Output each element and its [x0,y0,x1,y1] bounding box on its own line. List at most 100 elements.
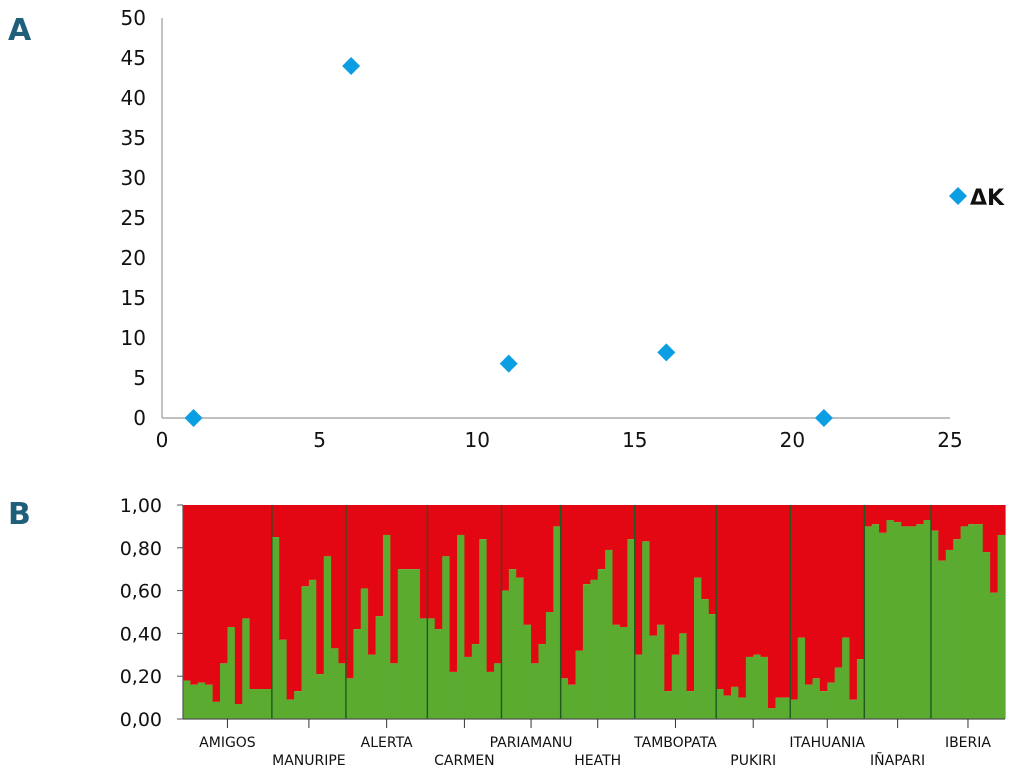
y-tick-label: 15 [121,286,146,310]
bar-lower-cluster [560,678,569,719]
legend-label-delta-k: ΔK [970,186,1005,211]
bar-upper-cluster [434,505,443,630]
bar-lower-cluster [842,637,851,719]
bar-lower-cluster [353,629,362,719]
bar-lower-cluster [930,530,939,719]
data-point [184,409,203,427]
bar-upper-cluster [760,505,769,657]
bar-upper-cluster [227,505,236,627]
bar-upper-cluster [827,505,836,683]
bar-upper-cluster [286,505,295,700]
y-tick-label: 45 [121,46,146,70]
bar-lower-cluster [753,654,762,719]
bar-upper-cluster [745,505,754,657]
bar-lower-cluster [619,626,628,719]
y-tick-label: 30 [121,166,146,190]
bar-lower-cluster [516,577,525,719]
bar-lower-cluster [338,663,347,719]
bar-lower-cluster [975,524,984,719]
bar-upper-cluster [605,505,614,550]
bar-upper-cluster [538,505,547,645]
bar-upper-cluster [553,505,562,527]
bar-upper-cluster [901,505,910,527]
bar-upper-cluster [301,505,310,587]
bar-lower-cluster [345,678,354,719]
bar-lower-cluster [197,682,206,719]
bar-upper-cluster [945,505,954,550]
bar-lower-cluster [745,656,754,719]
bar-upper-cluster [264,505,273,690]
bar-upper-cluster [249,505,258,690]
bar-upper-cluster [427,505,436,619]
bar-upper-cluster [464,505,473,657]
bar-lower-cluster [575,650,584,719]
bar-upper-cluster [886,505,895,520]
bar-upper-cluster [575,505,584,651]
bar-lower-cluster [960,526,969,719]
x-tick-label: 20 [780,428,805,452]
bar-upper-cluster [382,505,391,535]
bar-upper-cluster [716,505,725,690]
population-label: PUKIRI [730,753,776,769]
population-label: ITAHUANIA [789,735,865,751]
bar-upper-cluster [242,505,251,619]
bar-lower-cluster [597,569,606,719]
population-label: ALERTA [361,735,413,751]
bar-lower-cluster [479,539,488,719]
bar-upper-cluster [331,505,340,649]
bar-upper-cluster [656,505,665,625]
bar-upper-cluster [916,505,925,525]
bar-lower-cluster [871,524,880,719]
bar-upper-cluster [375,505,384,617]
bar-lower-cluster [331,648,340,719]
bar-lower-cluster [212,701,221,719]
y-tick-label: 20 [121,246,146,270]
y-tick-label: 10 [121,326,146,350]
bar-lower-cluster [508,569,517,719]
bar-lower-cluster [908,526,917,719]
bar-upper-cluster [982,505,991,553]
bar-upper-cluster [679,505,688,634]
bar-upper-cluster [738,505,747,698]
bar-lower-cluster [664,691,673,719]
bar-upper-cluster [190,505,199,685]
bar-upper-cluster [582,505,591,585]
population-label: AMIGOS [199,735,256,751]
bar-lower-cluster [294,691,303,719]
bar-upper-cluster [494,505,503,664]
y-tick-label: 50 [121,6,146,30]
bar-upper-cluster [819,505,828,692]
bar-upper-cluster [345,505,354,679]
bar-lower-cluster [856,659,865,719]
bar-upper-cluster [486,505,495,672]
bar-upper-cluster [708,505,717,615]
bar-upper-cluster [642,505,651,542]
bar-upper-cluster [323,505,332,557]
bar-upper-cluster [693,505,702,578]
bar-lower-cluster [257,689,266,719]
bar-lower-cluster [879,532,888,719]
bar-upper-cluster [353,505,362,630]
panel-a-letter: A [8,13,32,48]
bar-lower-cluster [671,654,680,719]
bar-upper-cluster [849,505,858,700]
bar-upper-cluster [871,505,880,525]
bar-lower-cluster [953,539,962,719]
bar-lower-cluster [634,654,643,719]
bar-upper-cluster [560,505,569,679]
y-tick-label: 0,20 [120,666,162,688]
bar-upper-cluster [923,505,932,520]
y-tick-label: 0,40 [120,623,162,645]
bar-upper-cluster [220,505,229,664]
bar-lower-cluster [627,539,636,719]
bar-upper-cluster [205,505,214,685]
bar-upper-cluster [442,505,451,557]
scatter-points [184,57,833,427]
y-tick-label: 0,80 [120,538,162,560]
bar-upper-cluster [501,505,510,591]
bar-upper-cluster [893,505,902,523]
population-label: HEATH [574,753,621,769]
bar-upper-cluster [568,505,577,685]
bar-lower-cluster [486,671,495,719]
bar-lower-cluster [279,639,288,719]
